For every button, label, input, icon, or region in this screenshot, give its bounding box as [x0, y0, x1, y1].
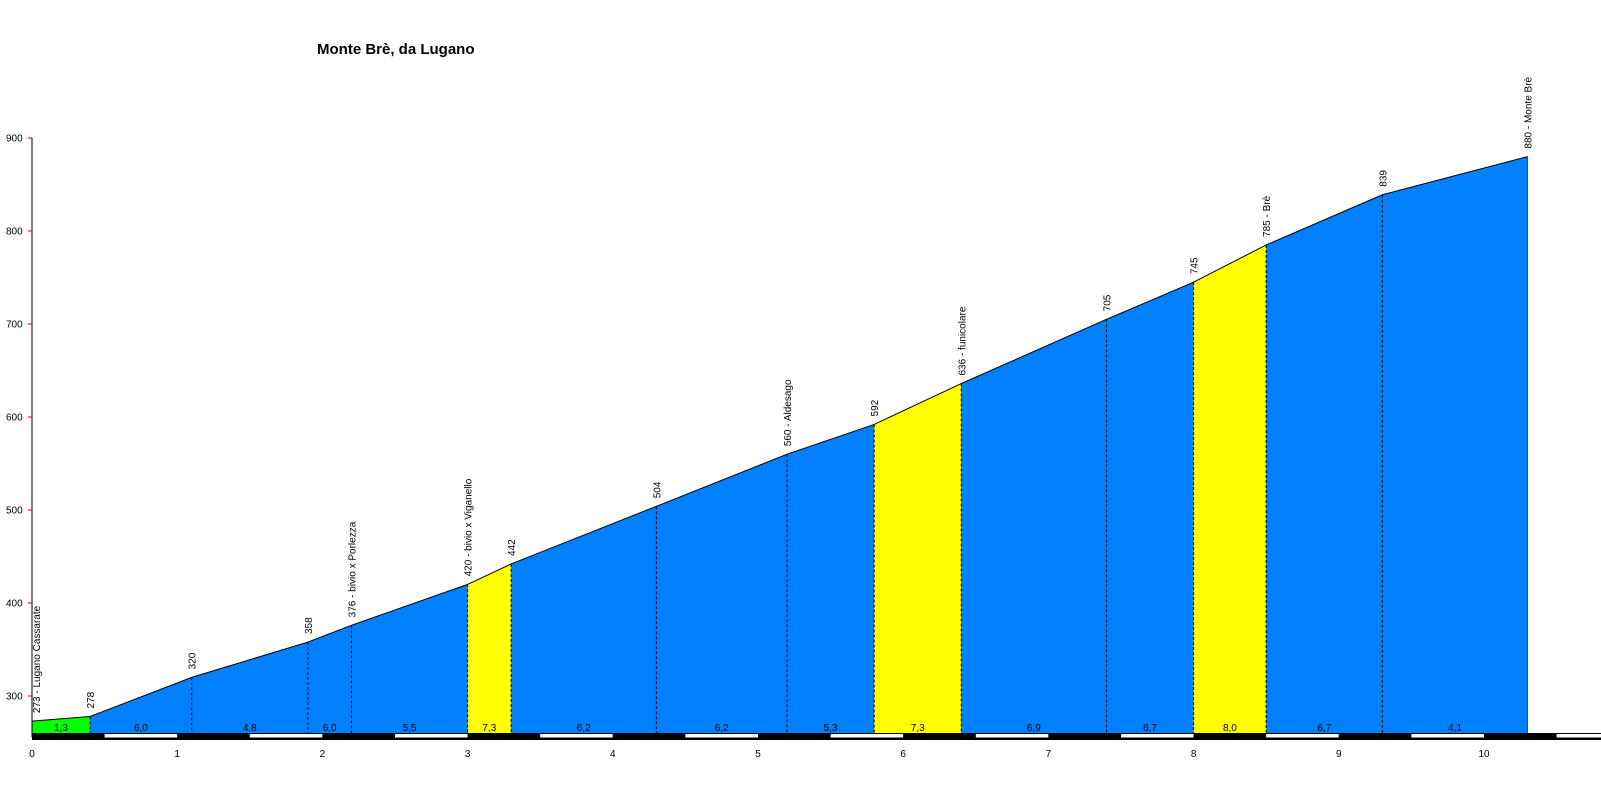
- grade-label: 5,3: [824, 723, 838, 734]
- segment-area: [656, 454, 788, 737]
- km-bar-half: [685, 733, 758, 738]
- y-tick-label: 900: [6, 134, 23, 145]
- x-tick-label: 5: [755, 749, 761, 760]
- segment-area: [511, 506, 657, 737]
- segment-area: [90, 677, 192, 737]
- grade-label: 6,2: [715, 723, 729, 734]
- y-tick-label: 300: [6, 692, 23, 703]
- x-tick-label: 3: [465, 749, 471, 760]
- point-label: 358: [304, 617, 315, 634]
- grade-label: 6,0: [134, 723, 148, 734]
- point-label: 320: [188, 652, 199, 669]
- km-bar-half: [975, 733, 1049, 738]
- point-label: 785 - Brè: [1262, 195, 1273, 237]
- grade-label: 6,0: [323, 723, 337, 734]
- segment-area: [351, 584, 468, 737]
- point-label: 592: [870, 399, 881, 416]
- x-tick-label: 4: [610, 749, 616, 760]
- segment-area: [1382, 156, 1528, 738]
- km-bar-half: [395, 733, 468, 738]
- x-tick-label: 9: [1336, 749, 1342, 760]
- y-axis: 300 400 500 600 700 800 900: [6, 134, 33, 737]
- point-label: 880 - Monte Brè: [1524, 76, 1535, 148]
- x-tick-label: 6: [900, 749, 906, 760]
- km-bar-half: [830, 733, 904, 738]
- y-tick-label: 600: [6, 413, 23, 424]
- x-tick-label: 8: [1191, 749, 1197, 760]
- km-bar-half: [1266, 733, 1339, 738]
- grade-label: 6,9: [1027, 723, 1041, 734]
- point-label: 504: [652, 481, 663, 498]
- grade-label: 4,8: [243, 723, 257, 734]
- segment-area: [874, 383, 962, 737]
- segment-area: [1193, 244, 1267, 737]
- km-bar-half: [249, 733, 323, 738]
- y-tick-label: 700: [6, 320, 23, 331]
- profile-line: [31, 156, 1528, 722]
- x-tick-label: 0: [29, 749, 35, 760]
- grade-label: 7,3: [482, 723, 496, 734]
- point-label: 636 - funicolare: [957, 306, 968, 375]
- grade-labels: 1,3 6,0 4,8 6,0 5,5 7,3 6,2 6,2 5,3 7,3 6,9 6,7 8,0 6…: [54, 723, 1462, 734]
- grade-label: 4,1: [1448, 723, 1462, 734]
- grade-label: 6,2: [577, 723, 591, 734]
- y-tick-label: 400: [6, 599, 23, 610]
- point-label: 273 - Lugano Cassarate: [32, 605, 43, 713]
- point-label: 705: [1102, 294, 1113, 311]
- segment-area: [467, 563, 512, 737]
- point-labels: 273 - Lugano Cassarate 278 320 358 376 - biv…: [32, 76, 1535, 713]
- segment-area: [787, 424, 875, 737]
- point-label: 560 - Aldesago: [783, 379, 794, 446]
- km-bar-bottom: [32, 737, 1601, 740]
- km-bar-cell: [1484, 733, 1601, 740]
- x-tick-label: 10: [1478, 749, 1490, 760]
- km-bar-cell: [177, 733, 323, 740]
- y-tick-label: 500: [6, 506, 23, 517]
- grade-label: 1,3: [54, 723, 68, 734]
- segment-area: [307, 625, 352, 737]
- profile-outline: [31, 156, 1528, 737]
- grade-label: 6,7: [1317, 723, 1331, 734]
- km-bar-top: [32, 733, 1601, 734]
- km-bar-half: [1556, 733, 1601, 738]
- point-label: 442: [507, 539, 518, 556]
- km-bar-half: [1411, 733, 1484, 738]
- point-label: 745: [1190, 257, 1201, 274]
- point-label: 839: [1378, 170, 1389, 187]
- segment-area: [1106, 282, 1194, 737]
- x-axis: 0 1 2 3 4 5 6 7 8 9 10: [29, 733, 1601, 760]
- chart-title: Monte Brè, da Lugano: [317, 41, 475, 58]
- x-tick-label: 2: [320, 749, 326, 760]
- profile-areas: [32, 156, 1528, 738]
- km-bar-half: [104, 733, 178, 738]
- point-label: 278: [86, 691, 97, 708]
- segment-area: [32, 716, 91, 737]
- x-tick-label: 1: [174, 749, 180, 760]
- point-label: 376 - bivio x Porlezza: [347, 521, 358, 617]
- grade-label: 6,7: [1143, 723, 1157, 734]
- x-tick-label: 7: [1046, 749, 1052, 760]
- grade-label: 5,5: [403, 723, 417, 734]
- km-bar-half: [1121, 733, 1194, 738]
- grade-label: 7,3: [911, 723, 925, 734]
- point-label: 420 - bivio x Viganello: [464, 478, 475, 576]
- segment-area: [191, 642, 308, 737]
- segment-area: [1266, 194, 1383, 738]
- segment-area: [961, 319, 1107, 737]
- y-tick-label: 800: [6, 227, 23, 238]
- segment-dividers: [89, 194, 1383, 737]
- km-bar-half: [540, 733, 613, 738]
- grade-label: 8,0: [1223, 723, 1237, 734]
